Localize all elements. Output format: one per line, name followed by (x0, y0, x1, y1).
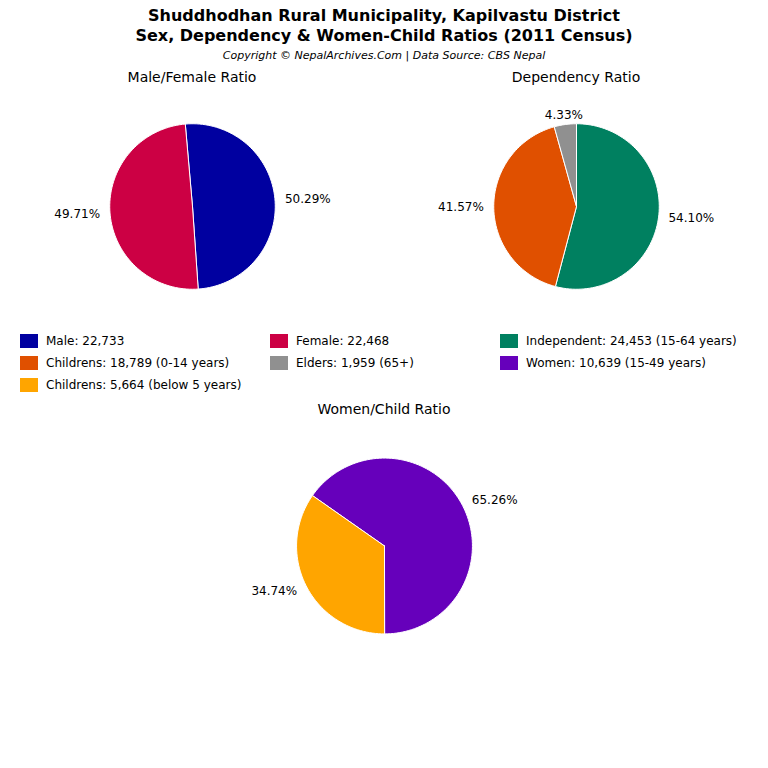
html-text:Women/Child Ratio: Women/Child Ratio (317, 401, 451, 417)
svg-text:54.10%: 54.10% (668, 211, 714, 225)
html-text:Women: 10,639 (15-49 years): Women: 10,639 (15-49 years) (526, 356, 706, 370)
html-text:Elders: 1,959 (65+): Elders: 1,959 (65+) (296, 356, 414, 370)
svg-text:4.33%: 4.33% (545, 108, 583, 122)
html-text:Male: 22,733: Male: 22,733 (46, 334, 125, 348)
html-text:Dependency Ratio: Dependency Ratio (511, 69, 641, 85)
html-text:Shuddhodhan Rural Municipality: Shuddhodhan Rural Municipality, Kapilvas… (148, 6, 620, 25)
svg-text:50.29%: 50.29% (285, 192, 331, 206)
svg-text:49.71%: 49.71% (54, 207, 100, 221)
html-text:Independent: 24,453 (15-64 yea: Independent: 24,453 (15-64 years) (526, 334, 737, 348)
html-text:Childrens: 18,789 (0-14 years): Childrens: 18,789 (0-14 years) (46, 356, 230, 370)
html-text:Copyright © NepalArchives.Com: Copyright © NepalArchives.Com | Data Sou… (222, 49, 546, 62)
html-text:Childrens: 5,664 (below 5 year: Childrens: 5,664 (below 5 years) (46, 378, 242, 392)
html-text:Female: 22,468: Female: 22,468 (296, 334, 390, 348)
svg-text:34.74%: 34.74% (251, 584, 297, 598)
svg-text:65.26%: 65.26% (472, 493, 518, 507)
html-text:Male/Female Ratio: Male/Female Ratio (127, 69, 257, 85)
svg-text:41.57%: 41.57% (438, 200, 484, 214)
html-text:Sex, Dependency & Women-Child: Sex, Dependency & Women-Child Ratios (20… (135, 26, 633, 45)
